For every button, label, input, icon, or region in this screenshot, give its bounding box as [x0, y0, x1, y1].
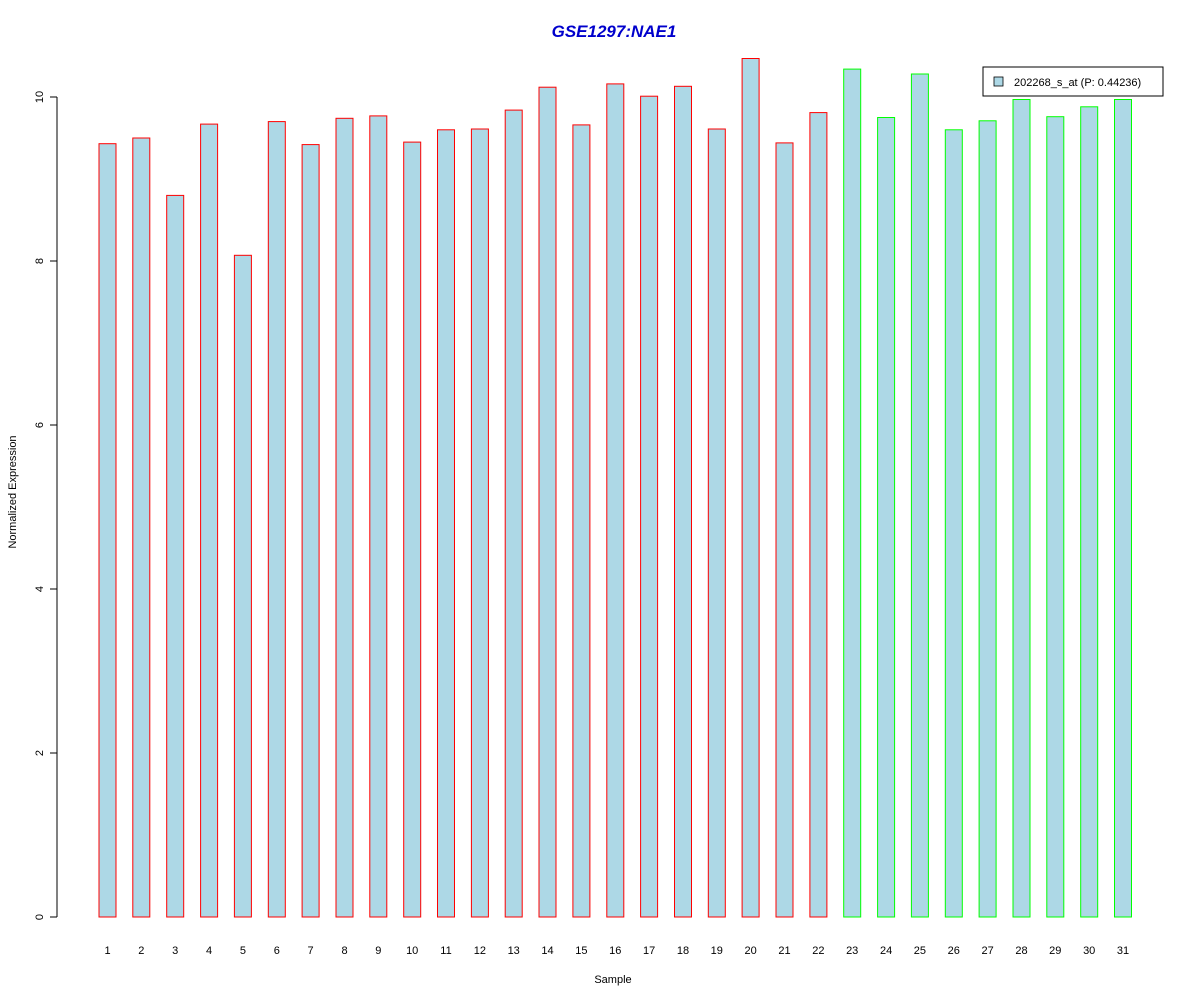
- x-tick-label: 18: [677, 945, 689, 957]
- bar-sample-19: [707, 128, 726, 918]
- x-tick-label: 21: [778, 945, 790, 957]
- legend-label: 202268_s_at (P: 0.44236): [1014, 77, 1141, 89]
- x-tick-label: 17: [643, 945, 655, 957]
- bar-sample-31: [1114, 99, 1132, 918]
- bar-sample-2: [132, 137, 151, 918]
- bar-sample-27: [978, 120, 997, 918]
- bar-sample-10: [403, 141, 422, 918]
- x-tick-label: 29: [1049, 945, 1061, 957]
- y-tick-label: 6: [34, 422, 46, 428]
- x-tick-label: 28: [1015, 945, 1027, 957]
- bar-sample-8: [335, 117, 354, 918]
- legend-swatch: [993, 76, 1004, 87]
- y-axis: 0 2 4 6 8 10: [34, 91, 58, 920]
- x-tick-label: 12: [474, 945, 486, 957]
- bar-sample-22: [809, 112, 828, 918]
- bar-sample-20: [741, 58, 760, 918]
- bar-sample-1: [98, 143, 117, 918]
- y-tick-label: 4: [34, 586, 46, 592]
- bar-sample-13: [504, 109, 523, 918]
- bar-sample-28: [1012, 99, 1031, 918]
- y-axis-label: Normalized Expression: [7, 435, 19, 548]
- legend-box: [982, 66, 1164, 97]
- x-tick-label: 13: [508, 945, 520, 957]
- y-tick-label: 10: [34, 91, 46, 103]
- x-tick-label: 9: [375, 945, 381, 957]
- x-tick-label: 25: [914, 945, 926, 957]
- bar-sample-15: [572, 124, 591, 918]
- y-tick-label: 2: [34, 750, 46, 756]
- bar-sample-12: [470, 128, 489, 918]
- bar-sample-21: [775, 142, 794, 918]
- x-tick-label: 31: [1117, 945, 1129, 957]
- bar-sample-25: [910, 73, 929, 918]
- x-tick-label: 6: [274, 945, 280, 957]
- bar-sample-16: [606, 83, 625, 918]
- bar-sample-14: [538, 86, 557, 918]
- x-tick-label: 30: [1083, 945, 1095, 957]
- x-axis-label: Sample: [594, 974, 631, 986]
- bar-sample-11: [437, 129, 455, 918]
- bar-sample-18: [674, 85, 692, 918]
- chart-title: GSE1297:NAE1: [552, 22, 677, 41]
- x-tick-label: 15: [575, 945, 587, 957]
- x-tick-label: 3: [172, 945, 178, 957]
- x-tick-label: 24: [880, 945, 892, 957]
- bars-group: [98, 58, 1132, 918]
- bar-sample-17: [640, 95, 659, 918]
- bar-sample-24: [877, 117, 896, 918]
- x-tick-label: 23: [846, 945, 858, 957]
- bar-sample-3: [166, 194, 185, 918]
- bar-sample-23: [843, 68, 862, 918]
- bar-sample-7: [301, 144, 320, 918]
- x-tick-label: 7: [308, 945, 314, 957]
- x-tick-label: 27: [981, 945, 993, 957]
- bar-sample-6: [267, 121, 286, 918]
- x-tick-label: 19: [711, 945, 723, 957]
- x-tick-label: 11: [440, 945, 451, 957]
- bar-sample-4: [200, 123, 219, 918]
- x-tick-label: 8: [341, 945, 347, 957]
- bar-sample-5: [233, 254, 252, 918]
- x-tick-labels: 1 2 3 4 5 6 7 8 9 10 11 12 13 14 15 16 17 18 19 20 21 22 23 24 2…: [104, 945, 1129, 957]
- bar-sample-30: [1080, 106, 1099, 918]
- y-tick-label: 0: [34, 914, 46, 920]
- x-tick-label: 16: [609, 945, 621, 957]
- x-tick-label: 4: [206, 945, 212, 957]
- x-tick-label: 20: [744, 945, 756, 957]
- bar-sample-26: [944, 129, 963, 918]
- legend: 202268_s_at (P: 0.44236): [982, 66, 1164, 97]
- x-tick-label: 26: [948, 945, 960, 957]
- x-tick-label: 1: [104, 945, 110, 957]
- x-tick-label: 2: [138, 945, 144, 957]
- x-tick-label: 5: [240, 945, 246, 957]
- bar-sample-29: [1046, 116, 1065, 918]
- y-tick-label: 8: [34, 258, 46, 264]
- x-tick-label: 14: [541, 945, 553, 957]
- bar-sample-9: [369, 115, 388, 918]
- x-tick-label: 22: [812, 945, 824, 957]
- x-tick-label: 10: [406, 945, 418, 957]
